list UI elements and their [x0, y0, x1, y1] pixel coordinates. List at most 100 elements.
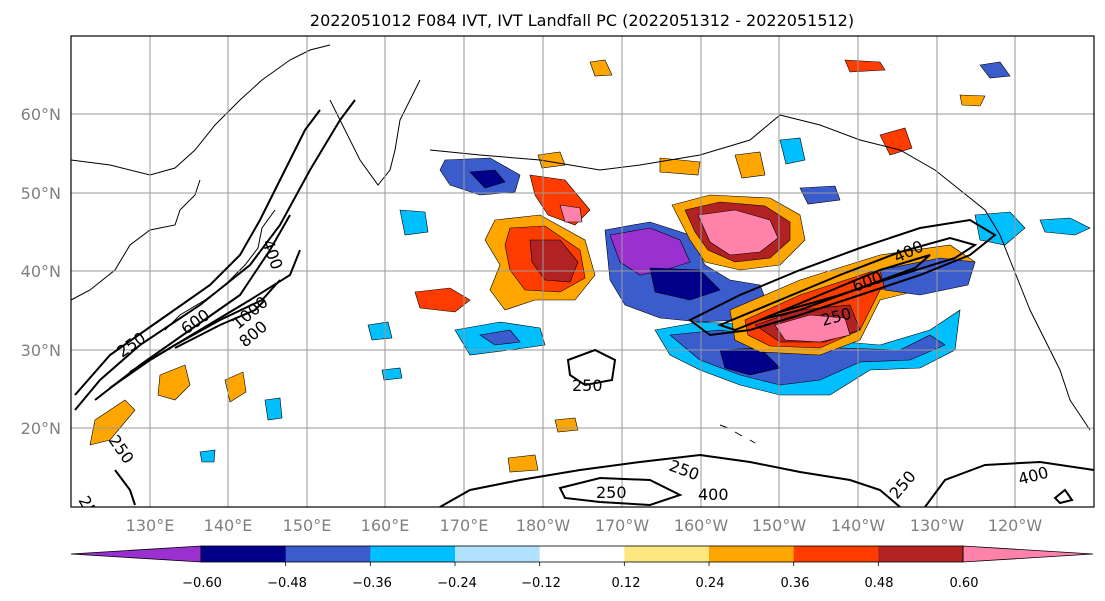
lat-label: 50°N	[21, 184, 61, 203]
asia-coastline	[71, 44, 331, 176]
colorbar-segment	[709, 546, 795, 562]
aleutian-chain	[429, 114, 781, 171]
positive-anomaly-patch	[659, 157, 701, 176]
ivt-contour-250-central	[566, 348, 617, 387]
colorbar-tick-label: −0.12	[521, 576, 561, 591]
colorbar-tick-label: 0.12	[612, 576, 641, 591]
kamchatka-coastline	[329, 79, 421, 186]
colorbar-extend-low	[70, 545, 202, 563]
positive-anomaly-patch	[507, 454, 539, 473]
gridlines	[71, 36, 1094, 507]
positive-anomaly-patch	[589, 59, 613, 77]
ivt-contour-250-east	[924, 460, 1094, 507]
ivt-contour-250-west	[74, 109, 321, 396]
lon-label: 150°W	[752, 516, 807, 535]
colorbar-tick-label: −0.36	[352, 576, 392, 591]
negative-anomaly-patch	[979, 61, 1011, 79]
positive-anomaly-patch	[89, 399, 136, 446]
ivt-contour-250-landfall	[688, 218, 997, 337]
ivt-contour-250-south	[439, 453, 901, 507]
lat-label: 60°N	[21, 105, 61, 124]
colorbar-segment	[539, 546, 625, 562]
negative-anomaly-patch	[799, 185, 841, 205]
lon-label: 180°W	[516, 516, 571, 535]
ivt-anomaly-shading	[89, 59, 1091, 473]
contour-label: 400	[698, 485, 729, 504]
colorbar-tick-label: 0.36	[781, 576, 810, 591]
colorbar-tick-label: 0.24	[696, 576, 725, 591]
colorbar-segment	[878, 546, 964, 562]
lon-label: 120°W	[988, 516, 1043, 535]
colorbar: −0.60 −0.48 −0.36 −0.24 −0.12 0.12 0.24 …	[70, 545, 1094, 591]
colorbar-segment	[455, 546, 541, 562]
colorbar-segment	[793, 546, 879, 562]
north-america-coastline	[779, 114, 1091, 431]
negative-anomaly-patch	[469, 169, 506, 189]
colorbar-tick-labels: −0.60 −0.48 −0.36 −0.24 −0.12 0.12 0.24 …	[182, 576, 978, 591]
positive-anomaly-patch	[844, 59, 886, 73]
negative-anomaly-patch	[399, 209, 429, 236]
colorbar-segment	[370, 546, 456, 562]
lon-label: 150°E	[283, 516, 332, 535]
ivt-contours	[74, 99, 1094, 507]
ivt-contour-250-southwest	[114, 469, 136, 506]
colorbar-tick-label: −0.48	[267, 576, 307, 591]
negative-anomaly-patch	[779, 137, 806, 165]
latitude-labels: 60°N 50°N 40°N 30°N 20°N	[21, 105, 61, 438]
ivt-contour-1000-west	[174, 299, 266, 349]
negative-anomaly-patch	[367, 321, 393, 341]
lon-label: 170°E	[440, 516, 489, 535]
negative-anomaly-patch	[649, 267, 721, 301]
map-title: 2022051012 F084 IVT, IVT Landfall PC (20…	[310, 11, 854, 30]
colorbar-segment	[201, 546, 287, 562]
ivt-contour-600-landfall	[759, 254, 931, 321]
negative-anomaly-patch	[199, 449, 216, 463]
lon-label: 130°E	[126, 516, 175, 535]
colorbar-tick-label: 0.48	[865, 576, 894, 591]
ivt-contour-250-west	[74, 99, 356, 411]
positive-anomaly-patch	[879, 127, 913, 156]
negative-anomaly-patch	[609, 227, 691, 276]
coastlines	[71, 44, 1091, 444]
japan-coastline	[164, 209, 276, 331]
lon-label: 140°W	[831, 516, 886, 535]
ivt-contour-800-west	[129, 279, 281, 373]
colorbar-segment	[624, 546, 710, 562]
negative-anomaly-patch	[264, 397, 283, 421]
lon-label: 170°W	[595, 516, 650, 535]
map-frame	[70, 35, 1095, 508]
lon-label: 140°E	[204, 516, 253, 535]
lon-label: 160°E	[361, 516, 410, 535]
positive-anomaly-patch	[559, 204, 583, 223]
positive-anomaly-patch	[554, 417, 579, 433]
colorbar-segment	[285, 546, 371, 562]
contour-label: 250	[596, 483, 627, 502]
positive-anomaly-patch	[697, 209, 779, 256]
colorbar-extend-high	[962, 545, 1094, 563]
positive-anomaly-patch	[414, 287, 471, 313]
colorbar-tick-label: 0.60	[950, 576, 979, 591]
colorbar-outline	[200, 545, 964, 563]
colorbar-ticks	[285, 562, 879, 566]
lat-label: 40°N	[21, 262, 61, 281]
positive-anomaly-patch	[959, 94, 986, 107]
lon-label: 160°W	[674, 516, 729, 535]
positive-anomaly-patch	[774, 314, 851, 343]
positive-anomaly-patch	[734, 151, 766, 179]
colorbar-tick-label: −0.60	[182, 576, 222, 591]
longitude-labels: 130°E 140°E 150°E 160°E 170°E 180°W 170°…	[126, 516, 1043, 535]
contour-label: 250	[572, 376, 603, 395]
negative-anomaly-patch	[879, 257, 976, 296]
map-panel: 250 600 1000 800 400 250 250 600 400 250…	[70, 35, 1095, 508]
colorbar-tick-label: −0.24	[437, 576, 477, 591]
ivt-contour-400-east	[1053, 488, 1074, 505]
negative-anomaly-patch	[381, 367, 403, 381]
positive-anomaly-patch	[537, 151, 566, 169]
lon-label: 130°W	[910, 516, 965, 535]
lat-label: 30°N	[21, 341, 61, 360]
positive-anomaly-patch	[157, 364, 191, 401]
ivt-contour-400-south	[558, 476, 683, 507]
colorbar-segments	[70, 545, 1094, 563]
negative-anomaly-patch	[1039, 217, 1091, 236]
